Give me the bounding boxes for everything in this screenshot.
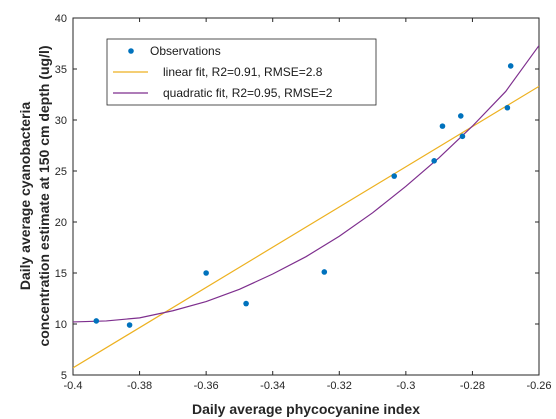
y-axis: 5 10 15 20 25 30 35 40 [55, 13, 539, 382]
x-tick-label: -0.4 [64, 380, 83, 392]
observation-point [243, 300, 249, 307]
y-tick-label: 25 [55, 166, 67, 178]
y-axis-title-line-1: Daily average cyanobacteria [17, 102, 33, 291]
legend: Observations linear fit, R2=0.91, RMSE=2… [106, 38, 377, 106]
x-tick-label: -0.26 [526, 380, 551, 392]
observation-point [126, 322, 133, 328]
observation-point [431, 158, 437, 164]
legend-label-linear-fit: linear fit, R2=0.91, RMSE=2.8 [163, 65, 323, 79]
x-axis-title: Daily average phycocyanine index [192, 401, 420, 417]
y-axis-title-line-2: concentration estimate at 150 cm depth (… [36, 45, 52, 346]
y-tick-label: 15 [55, 268, 67, 280]
legend-box [106, 38, 377, 106]
y-tick-label: 20 [55, 217, 67, 229]
x-tick-label: -0.28 [460, 380, 485, 392]
series-layer [73, 45, 539, 369]
y-tick-label: 30 [55, 115, 67, 127]
observation-point [457, 113, 464, 119]
x-tick-label: -0.34 [260, 380, 285, 392]
y-tick-label: 40 [55, 13, 67, 25]
observation-point [93, 318, 100, 324]
x-tick-label: -0.38 [127, 380, 152, 392]
linear-fit-line [73, 85, 539, 369]
legend-marker-observations [128, 48, 134, 54]
observation-point [391, 173, 398, 179]
observation-point [459, 133, 466, 140]
observation-point [321, 269, 328, 275]
observation-point [507, 63, 514, 69]
legend-label-observations: Observations [150, 44, 221, 58]
y-tick-label: 35 [55, 64, 67, 76]
observation-point [504, 104, 511, 111]
observation-point [439, 123, 446, 129]
y-tick-label: 5 [61, 370, 67, 382]
x-axis: -0.4 -0.38 -0.36 -0.34 -0.32 -0.3 -0.28 -0.26 [64, 18, 552, 392]
legend-label-quadratic-fit: quadratic fit, R2=0.95, RMSE=2 [163, 86, 333, 100]
observation-point [203, 270, 209, 276]
y-tick-label: 10 [55, 319, 67, 331]
x-tick-label: -0.36 [194, 380, 219, 392]
y-axis-title: Daily average cyanobacteria concentratio… [17, 45, 52, 346]
x-tick-label: -0.32 [327, 380, 352, 392]
x-tick-label: -0.3 [396, 380, 415, 392]
